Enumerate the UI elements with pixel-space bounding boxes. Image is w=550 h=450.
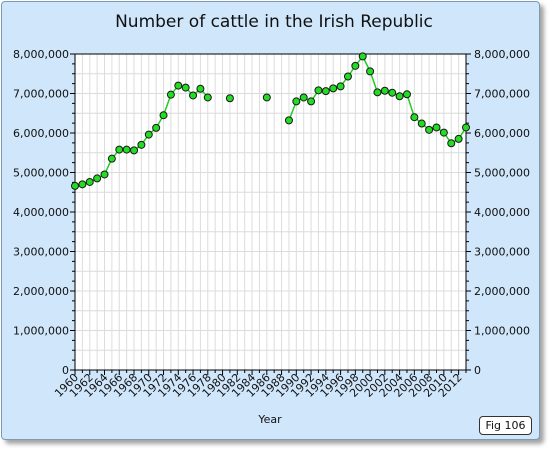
data-point [100, 170, 109, 179]
data-point [351, 61, 360, 70]
y-tick-label-right: 8,000,000 [474, 48, 530, 61]
data-point [410, 113, 419, 122]
y-tick-label-right: 0 [474, 364, 481, 377]
x-axis-label: Year [257, 413, 282, 426]
data-point [366, 67, 375, 76]
data-point [137, 140, 146, 149]
y-tick-label-right: 1,000,000 [474, 325, 530, 338]
figure-badge: Fig 106 [479, 416, 532, 435]
y-tick-label-left: 2,000,000 [13, 285, 69, 298]
y-tick-label-right: 7,000,000 [474, 88, 530, 101]
data-point [380, 86, 389, 95]
data-point [159, 111, 168, 120]
y-tick-label-left: 4,000,000 [13, 206, 69, 219]
data-point [321, 87, 330, 96]
data-point [203, 93, 212, 102]
data-point [225, 94, 234, 103]
data-point [196, 84, 205, 93]
y-tick-label-right: 3,000,000 [474, 246, 530, 259]
data-point [462, 123, 470, 132]
data-point [85, 177, 94, 186]
data-point [447, 139, 456, 148]
data-point [307, 97, 316, 106]
data-point [299, 93, 308, 102]
axes [70, 53, 471, 375]
series-segment [406, 94, 416, 118]
data-point [107, 154, 116, 163]
data-point [292, 97, 301, 106]
y-tick-label-left: 0 [62, 364, 69, 377]
y-tick-label-left: 6,000,000 [13, 127, 69, 140]
y-tick-label-left: 1,000,000 [13, 325, 69, 338]
data-point [402, 90, 411, 99]
data-point [122, 145, 131, 154]
data-point [174, 81, 183, 90]
y-tick-label-right: 6,000,000 [474, 127, 530, 140]
y-tick-label-left: 7,000,000 [13, 88, 69, 101]
data-point [189, 91, 198, 100]
data-point [152, 123, 161, 132]
y-tick-label-right: 4,000,000 [474, 206, 530, 219]
data-point [115, 145, 124, 154]
y-tick-label-right: 2,000,000 [474, 285, 530, 298]
markers-group [71, 52, 470, 190]
data-point [336, 82, 345, 91]
y-tick-label-left: 8,000,000 [13, 48, 69, 61]
data-point [329, 84, 338, 93]
data-point [71, 181, 79, 190]
tick-labels: 0 0 1,000,000 1,000,000 2,000,000 2,000,000 3,… [13, 48, 530, 400]
data-point [144, 130, 153, 139]
data-point [262, 93, 271, 102]
chart-title: Number of cattle in the Irish Republic [115, 12, 433, 32]
data-point [425, 125, 434, 134]
y-tick-label-left: 3,000,000 [13, 246, 69, 259]
data-point [181, 83, 190, 92]
data-point [78, 180, 87, 189]
data-point [439, 128, 448, 137]
grid [74, 53, 467, 371]
data-point [454, 134, 463, 143]
data-point [373, 88, 382, 97]
data-point [388, 88, 397, 97]
data-point [130, 146, 139, 155]
data-point [358, 52, 367, 61]
data-point [93, 174, 102, 183]
y-tick-label-left: 5,000,000 [13, 167, 69, 180]
y-tick-label-right: 5,000,000 [474, 167, 530, 180]
data-point [343, 72, 352, 81]
data-point [395, 92, 404, 101]
data-point [314, 86, 323, 95]
data-point [166, 90, 175, 99]
data-point [284, 116, 293, 125]
data-point [432, 123, 441, 132]
data-point [417, 119, 426, 128]
